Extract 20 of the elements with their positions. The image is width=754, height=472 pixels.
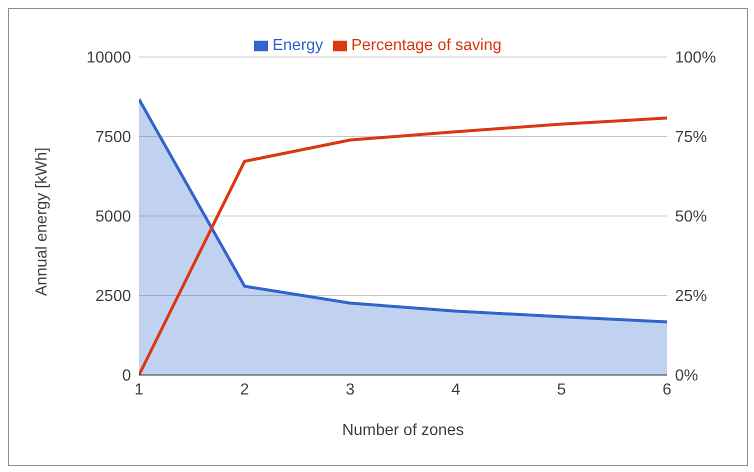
x-tick-label: 6 [662, 381, 672, 398]
x-axis-title: Number of zones [342, 422, 464, 439]
legend-label: Energy [272, 37, 324, 54]
y2-tick-label: 50% [675, 208, 708, 226]
y2-tick-label: 25% [675, 288, 708, 306]
y2-tick-label: 100% [675, 50, 716, 67]
y2-tick-label: 0% [675, 368, 698, 385]
y-tick-label: 10000 [86, 50, 132, 67]
y2-tick-label: 75% [675, 129, 708, 146]
x-tick-label: 5 [556, 381, 566, 398]
y-tick-label: 0 [122, 368, 132, 385]
x-tick-label: 1 [134, 381, 144, 398]
y-axis-title: Annual energy [kWh] [34, 147, 51, 296]
y-tick-label: 5000 [95, 208, 132, 226]
y-tick-label: 7500 [95, 129, 132, 146]
x-tick-label: 2 [240, 381, 250, 398]
x-tick-label: 4 [451, 381, 460, 398]
y-tick-label: 2500 [95, 288, 132, 306]
x-tick-label: 3 [346, 381, 355, 398]
legend-label: Percentage of saving [351, 37, 502, 54]
